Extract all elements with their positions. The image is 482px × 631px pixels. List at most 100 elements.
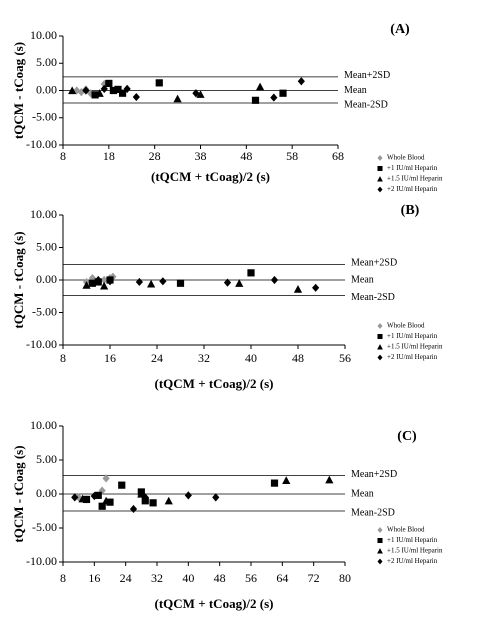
data-point <box>105 79 113 88</box>
reference-label: Mean <box>351 488 374 499</box>
data-point <box>325 475 334 484</box>
legend-marker <box>377 176 383 182</box>
data-point <box>118 89 127 97</box>
y-tick-label: 0.00 <box>36 486 57 500</box>
y-tick-label: 0.00 <box>36 272 57 286</box>
y-tick-label: 10.00 <box>30 207 57 221</box>
data-point <box>141 493 149 502</box>
y-tick-label: 10.00 <box>30 418 57 432</box>
x-tick-label: 8 <box>60 571 66 585</box>
reference-label: Mean+2SD <box>351 258 397 269</box>
data-point <box>293 285 303 293</box>
data-point <box>184 491 192 500</box>
x-tick-label: 48 <box>240 149 252 163</box>
legend-label: +2 IU/ml Heparin <box>387 353 438 361</box>
x-axis-label: (tQCM + tCoag)/2 (s) <box>155 376 274 391</box>
data-point <box>98 486 106 495</box>
reference-label: Mean <box>344 85 367 96</box>
legend-label: Whole Blood <box>387 322 425 330</box>
legend-label: +2 IU/ml Heparin <box>387 557 438 565</box>
data-point <box>196 90 205 98</box>
x-tick-label: 16 <box>104 351 116 365</box>
data-point <box>251 96 260 104</box>
data-point <box>78 494 87 503</box>
legend-label: +1 IU/ml Heparin <box>387 536 438 544</box>
x-tick-label: 40 <box>182 571 194 585</box>
data-point <box>102 474 110 483</box>
y-tick-label: 5.00 <box>36 55 57 69</box>
x-tick-label: 58 <box>286 149 298 163</box>
x-tick-label: 48 <box>292 351 304 365</box>
data-point <box>159 277 167 286</box>
x-tick-label: 68 <box>332 149 344 163</box>
data-point <box>71 493 79 502</box>
data-point <box>255 82 265 91</box>
legend-marker <box>377 155 383 161</box>
data-point <box>192 89 200 98</box>
reference-label: Mean+2SD <box>344 70 390 81</box>
legend-marker <box>377 165 383 172</box>
data-point <box>106 277 114 286</box>
x-tick-label: 16 <box>88 571 100 585</box>
data-point <box>68 86 77 95</box>
data-point <box>149 499 157 507</box>
reference-label: Mean-2SD <box>351 292 395 303</box>
y-axis-label: tQCM - tCoag (s) <box>11 42 26 139</box>
panel-title: (A) <box>390 22 410 37</box>
y-axis-label: tQCM - tCoag (s) <box>11 231 26 328</box>
y-tick-label: -10.00 <box>26 554 57 568</box>
data-point <box>88 279 96 287</box>
data-point <box>223 278 232 287</box>
legend-marker <box>377 527 383 533</box>
data-point <box>101 496 111 505</box>
legend-label: +2 IU/ml Heparin <box>387 185 438 193</box>
data-point <box>95 89 104 97</box>
data-point <box>312 283 320 292</box>
data-point <box>88 273 96 283</box>
data-point <box>279 89 287 97</box>
y-tick-label: -10.00 <box>26 337 57 351</box>
y-tick-label: -5.00 <box>32 110 57 124</box>
data-point <box>147 279 156 288</box>
x-tick-label: 72 <box>308 571 320 585</box>
reference-label: Mean-2SD <box>351 507 395 518</box>
legend-marker <box>377 354 383 361</box>
legend-marker <box>377 186 383 193</box>
legend-label: +1.5 IU/ml Heparin <box>387 547 443 555</box>
y-tick-label: -5.00 <box>32 520 57 534</box>
data-point <box>297 77 305 86</box>
x-tick-label: 56 <box>339 351 351 365</box>
data-point <box>173 94 182 103</box>
data-point <box>73 86 81 95</box>
data-point <box>132 92 140 102</box>
data-point <box>82 86 90 95</box>
y-tick-label: 5.00 <box>36 239 57 253</box>
data-point <box>270 275 279 285</box>
data-point <box>235 279 244 287</box>
legend-label: Whole Blood <box>387 526 425 534</box>
data-point <box>282 476 291 484</box>
data-point <box>129 504 138 514</box>
legend-label: +1 IU/ml Heparin <box>387 164 438 172</box>
legend-marker <box>377 333 383 340</box>
x-tick-label: 80 <box>339 571 351 585</box>
panel-title: (C) <box>397 429 417 444</box>
data-point <box>164 496 173 505</box>
data-point <box>270 479 279 487</box>
reference-label: Mean <box>351 274 374 285</box>
y-tick-label: -5.00 <box>32 304 57 318</box>
legend-marker <box>377 323 383 329</box>
x-tick-label: 8 <box>60 149 66 163</box>
x-tick-label: 8 <box>60 351 66 365</box>
x-tick-label: 64 <box>276 571 288 585</box>
x-tick-label: 38 <box>195 149 207 163</box>
legend-marker <box>377 344 383 350</box>
data-point <box>118 481 126 489</box>
data-point <box>100 275 108 285</box>
data-point <box>100 281 109 290</box>
data-point <box>98 502 106 510</box>
legend-label: +1.5 IU/ml Heparin <box>387 343 443 351</box>
x-tick-label: 56 <box>245 571 257 585</box>
data-point <box>270 93 278 102</box>
